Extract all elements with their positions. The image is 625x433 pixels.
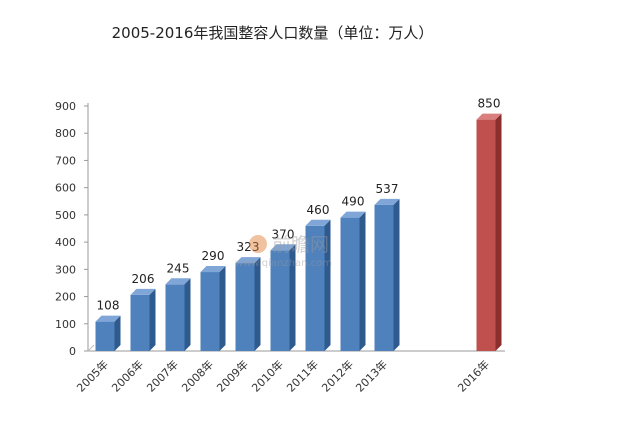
watermark-url: www.qianzhan.com — [235, 258, 332, 269]
data-label: 850 — [478, 97, 501, 111]
y-tick-label: 300 — [55, 263, 76, 276]
bar-top — [130, 288, 156, 295]
y-tick-label: 900 — [55, 100, 76, 113]
bar-side — [393, 198, 400, 351]
data-label: 290 — [202, 249, 225, 263]
bar-2012年 — [340, 211, 366, 351]
y-tick-label: 200 — [55, 291, 76, 304]
x-tick-label: 2012年 — [319, 357, 356, 394]
watermark-brand: 前瞻网 — [272, 234, 329, 256]
y-tick-label: 600 — [55, 182, 76, 195]
bar-top — [165, 278, 191, 285]
x-tick-label: 2005年 — [74, 357, 111, 394]
bar-top — [95, 315, 121, 322]
data-label: 245 — [167, 261, 190, 275]
bar-2008年 — [200, 266, 226, 351]
y-tick-label: 400 — [55, 236, 76, 249]
bar-top — [235, 257, 261, 264]
bar-front — [476, 119, 496, 351]
bar-top — [270, 244, 296, 251]
bar-side — [114, 315, 121, 351]
x-tick-label: 2008年 — [179, 357, 216, 394]
bar-front — [340, 217, 360, 351]
y-tick-label: 0 — [69, 345, 76, 358]
data-label: 323 — [237, 240, 260, 254]
data-label: 537 — [376, 182, 399, 196]
x-tick-label: 2006年 — [109, 357, 146, 394]
bar-2007年 — [165, 278, 191, 351]
bar-top — [374, 198, 400, 205]
x-tick-label: 2013年 — [353, 357, 390, 394]
x-tick-label: 2009年 — [214, 357, 251, 394]
axis-depth-line — [87, 344, 95, 352]
bar-top — [340, 211, 366, 218]
y-tick-label: 800 — [55, 127, 76, 140]
bar-front — [165, 284, 185, 351]
bar-2005年 — [95, 315, 121, 351]
bar-side — [219, 266, 226, 351]
bar-top — [305, 219, 331, 226]
y-tick-label: 100 — [55, 318, 76, 331]
data-label: 108 — [97, 299, 120, 313]
bar-side — [495, 113, 502, 351]
x-tick-label: 2007年 — [144, 357, 181, 394]
bar-top — [200, 266, 226, 273]
bar-front — [374, 204, 394, 351]
bar-front — [95, 321, 115, 351]
bar-front — [305, 225, 325, 351]
bar-front — [235, 263, 255, 351]
bar-side — [359, 211, 366, 351]
bar-2013年 — [374, 198, 400, 351]
bar-top — [476, 113, 502, 120]
bar-front — [200, 272, 220, 351]
y-tick-label: 700 — [55, 154, 76, 167]
data-label: 206 — [132, 272, 155, 286]
bar-front — [130, 294, 150, 351]
bar-side — [324, 219, 331, 351]
chart-title: 2005-2016年我国整容人口数量（单位：万人） — [111, 24, 434, 42]
bar-2016年 — [476, 113, 502, 351]
bar-side — [254, 257, 261, 351]
bar-front — [270, 250, 290, 351]
bar-2010年 — [270, 244, 296, 351]
watermark: 前瞻网 www.qianzhan.com — [235, 234, 332, 269]
bar-2009年 — [235, 257, 261, 351]
y-tick-label: 500 — [55, 209, 76, 222]
bar-layer — [95, 113, 502, 351]
x-tick-label: 2011年 — [284, 357, 321, 394]
bar-side — [289, 244, 296, 351]
x-tick-label: 2010年 — [249, 357, 286, 394]
watermark-logo-icon — [249, 235, 267, 253]
bar-2011年 — [305, 219, 331, 351]
data-label: 490 — [342, 195, 365, 209]
x-tick-label: 2016年 — [455, 357, 492, 394]
bar-side — [184, 278, 191, 351]
bar-2006年 — [130, 288, 156, 351]
data-label: 370 — [272, 227, 295, 241]
data-label-layer: 108 206 245 290 323 370 460 490 537 850 — [97, 97, 501, 313]
bar-side — [149, 288, 156, 351]
data-label: 460 — [307, 203, 330, 217]
